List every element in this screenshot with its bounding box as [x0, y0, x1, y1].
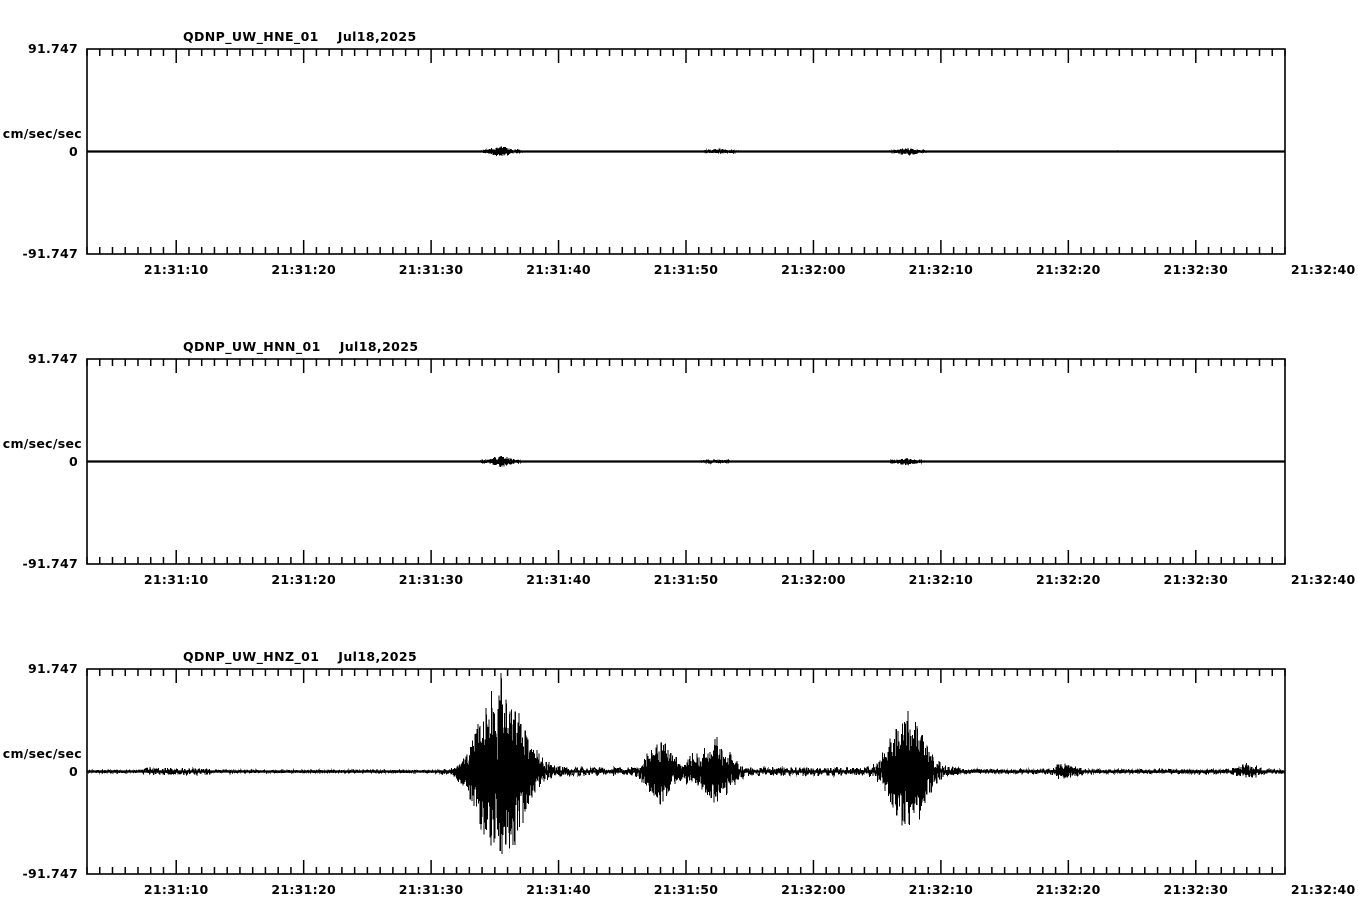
waveform-trace [86, 673, 1286, 854]
panel-title: QDNP_UW_HNZ_01 Jul18,2025 [183, 649, 418, 664]
x-axis-tick-label: 21:31:20 [271, 262, 336, 277]
x-axis-tick-label: 21:32:10 [908, 262, 974, 277]
x-axis-tick-label: 21:32:40 [1290, 572, 1356, 587]
y-axis-unit-label: cm/sec/sec [2, 745, 82, 761]
waveform-plot [86, 358, 1286, 565]
x-axis-tick-label: 21:31:50 [653, 882, 719, 897]
x-axis-tick-label: 21:32:40 [1290, 262, 1356, 277]
waveform-trace [86, 455, 1286, 467]
x-axis-tick-label: 21:31:40 [526, 882, 591, 897]
waveform-trace [86, 146, 1286, 157]
x-axis-tick-label: 21:32:30 [1163, 882, 1229, 897]
x-axis-tick-label: 21:31:30 [398, 572, 464, 587]
x-axis-tick-label: 21:32:00 [781, 572, 846, 587]
y-axis-min-label: -91.747 [22, 866, 78, 881]
x-axis-tick-label: 21:32:30 [1163, 572, 1229, 587]
y-axis-max-label: 91.747 [27, 661, 78, 676]
x-axis-tick-label: 21:31:50 [653, 572, 719, 587]
axis-ticks [86, 359, 1286, 564]
x-axis-tick-label: 21:32:00 [781, 262, 846, 277]
x-axis-tick-label: 21:31:20 [271, 572, 336, 587]
x-axis-tick-label: 21:32:30 [1163, 262, 1229, 277]
axis-ticks [86, 49, 1286, 254]
x-axis-tick-label: 21:32:10 [908, 882, 974, 897]
panel-title: QDNP_UW_HNE_01 Jul18,2025 [183, 29, 417, 44]
x-axis-tick-label: 21:31:40 [526, 572, 591, 587]
x-axis-tick-label: 21:32:00 [781, 882, 846, 897]
y-axis-zero-label: 0 [69, 143, 78, 159]
axis-ticks [86, 669, 1286, 874]
x-axis-tick-label: 21:31:10 [143, 262, 209, 277]
x-axis-tick-label: 21:31:10 [143, 572, 209, 587]
y-axis-min-label: -91.747 [22, 556, 78, 571]
x-axis-tick-label: 21:31:20 [271, 882, 336, 897]
y-axis-min-label: -91.747 [22, 246, 78, 261]
x-axis-tick-label: 21:32:20 [1036, 262, 1101, 277]
x-axis-tick-label: 21:32:20 [1036, 572, 1101, 587]
x-axis-tick-label: 21:31:10 [143, 882, 209, 897]
y-axis-zero-label: 0 [69, 453, 78, 469]
y-axis-unit-label: cm/sec/sec [2, 435, 82, 451]
x-axis-tick-label: 21:31:50 [653, 262, 719, 277]
waveform-plot [86, 48, 1286, 255]
x-axis-tick-label: 21:32:20 [1036, 882, 1101, 897]
x-axis-tick-label: 21:31:30 [398, 262, 464, 277]
x-axis-tick-label: 21:31:30 [398, 882, 464, 897]
panel-title: QDNP_UW_HNN_01 Jul18,2025 [183, 339, 419, 354]
y-axis-max-label: 91.747 [27, 351, 78, 366]
y-axis-max-label: 91.747 [27, 41, 78, 56]
x-axis-tick-label: 21:32:10 [908, 572, 974, 587]
waveform-plot [86, 668, 1286, 875]
y-axis-unit-label: cm/sec/sec [2, 125, 82, 141]
x-axis-tick-label: 21:32:40 [1290, 882, 1356, 897]
x-axis-tick-label: 21:31:40 [526, 262, 591, 277]
y-axis-zero-label: 0 [69, 763, 78, 779]
